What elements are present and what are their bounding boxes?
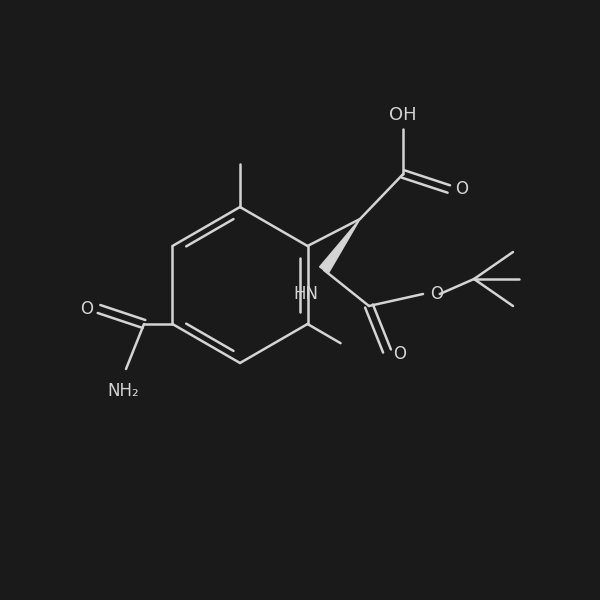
Text: O: O xyxy=(80,300,93,318)
Text: NH₂: NH₂ xyxy=(107,382,139,400)
Text: O: O xyxy=(430,285,443,303)
Text: HN: HN xyxy=(293,285,319,303)
Polygon shape xyxy=(320,219,360,273)
Text: O: O xyxy=(393,345,406,363)
Text: O: O xyxy=(455,180,468,198)
Text: OH: OH xyxy=(389,106,417,124)
